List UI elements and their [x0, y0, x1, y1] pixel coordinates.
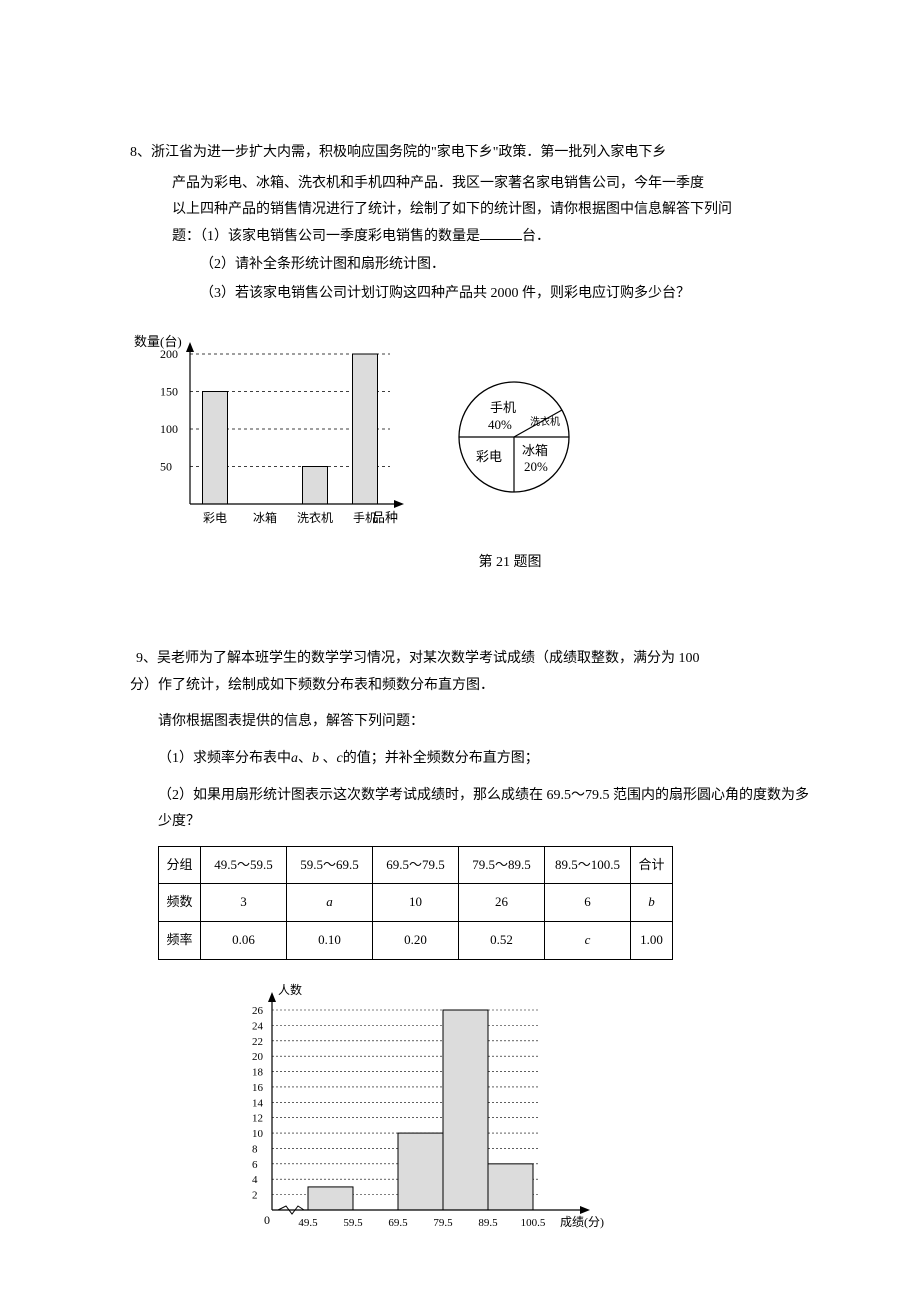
svg-text:24: 24: [252, 1020, 264, 1032]
q8-sub3: （3）若该家电销售公司计划订购这四种产品共 2000 件，则彩电应订购多少台？: [172, 281, 810, 308]
svg-text:4: 4: [252, 1174, 258, 1186]
table-row: 频数3a10266b: [159, 884, 673, 922]
svg-text:0: 0: [264, 1213, 270, 1227]
q9-sub2: （2）如果用扇形统计图表示这次数学考试成绩时，那么成绩在 69.5～79.5 范…: [158, 783, 810, 836]
q8-line3: 以上四种产品的销售情况进行了统计，绘制了如下的统计图，请你根据图中信息解答下列问: [172, 197, 810, 224]
svg-text:50: 50: [160, 459, 172, 473]
svg-text:彩电: 彩电: [203, 511, 227, 525]
q9-sub1: （1）求频率分布表中a、b 、c的值；并补全频数分布直方图；: [158, 746, 810, 773]
var-b: b: [312, 751, 319, 766]
svg-text:2: 2: [252, 1189, 258, 1201]
svg-text:100: 100: [160, 422, 178, 436]
svg-text:26: 26: [252, 1005, 264, 1017]
svg-text:150: 150: [160, 384, 178, 398]
svg-text:8: 8: [252, 1143, 258, 1155]
pie-fridge: 冰箱: [522, 443, 548, 458]
pie-washer: 洗衣机: [530, 415, 560, 428]
q8-line2: 产品为彩电、冰箱、洗衣机和手机四种产品．我区一家著名家电销售公司，今年一季度: [172, 171, 810, 198]
q9-line2: 分）作了统计，绘制成如下频数分布表和频数分布直方图．: [130, 673, 810, 700]
svg-text:18: 18: [252, 1066, 264, 1078]
pie-phone-pct: 40%: [488, 417, 512, 432]
q8-line4: 题：（1）该家电销售公司一季度彩电销售的数量是 台．: [172, 224, 810, 251]
q9-s1b: 、: [298, 751, 312, 766]
frequency-table: 分组49.5～59.559.5～69.569.5～79.579.5～89.589…: [158, 846, 673, 960]
question-8: 8、浙江省为进一步扩大内需，积极响应国务院的"家电下乡"政策．第一批列入家电下乡…: [130, 140, 810, 576]
table-row: 频率0.060.100.200.52c1.00: [159, 922, 673, 960]
pie-tv: 彩电: [476, 449, 502, 464]
q8-sub2: （2）请补全条形统计图和扇形统计图．: [172, 252, 810, 279]
svg-text:14: 14: [252, 1097, 264, 1109]
svg-text:冰箱: 冰箱: [253, 510, 277, 525]
svg-text:100.5: 100.5: [521, 1217, 546, 1229]
q9-s1c: 、: [319, 751, 337, 766]
pie-fridge-pct: 20%: [524, 459, 548, 474]
q9-line3: 请你根据图表提供的信息，解答下列问题：: [158, 709, 810, 736]
q8-line4a: 题：（1）该家电销售公司一季度彩电销售的数量是: [172, 229, 480, 244]
q9-s1a: （1）求频率分布表中: [158, 751, 291, 766]
svg-text:16: 16: [252, 1082, 264, 1094]
q8-header: 8、浙江省为进一步扩大内需，积极响应国务院的"家电下乡"政策．第一批列入家电下乡: [130, 140, 810, 167]
q9-header: 9、吴老师为了解本班学生的数学学习情况，对某次数学考试成绩（成绩取整数，满分为 …: [130, 646, 810, 673]
hist-xlabel: 成绩(分): [560, 1215, 604, 1229]
svg-text:6: 6: [252, 1159, 258, 1171]
q8-line4b: 台．: [522, 229, 550, 244]
hist-ylabel: 人数: [278, 982, 302, 997]
q8-caption: 第 21 题图: [210, 550, 810, 577]
q8-figures: 数量(台) 50100150200 彩电冰箱洗衣机手机 品种: [134, 332, 810, 542]
bar-xlabel: 品种: [372, 510, 398, 525]
svg-text:洗衣机: 洗衣机: [297, 510, 333, 525]
svg-text:79.5: 79.5: [433, 1217, 453, 1229]
pie-phone: 手机: [490, 400, 516, 415]
bar-chart: 数量(台) 50100150200 彩电冰箱洗衣机手机 品种: [134, 332, 414, 542]
blank-field: [480, 226, 522, 240]
svg-text:12: 12: [252, 1112, 263, 1124]
svg-text:49.5: 49.5: [298, 1217, 318, 1229]
table-header-row: 分组49.5～59.559.5～69.569.5～79.579.5～89.589…: [159, 846, 673, 884]
histogram: 人数 2468101214161820222426 49.559.569.579…: [230, 980, 650, 1240]
svg-text:22: 22: [252, 1036, 263, 1048]
q9-s1d: 的值；并补全频数分布直方图；: [343, 751, 539, 766]
svg-text:10: 10: [252, 1128, 264, 1140]
svg-text:200: 200: [160, 347, 178, 361]
svg-text:20: 20: [252, 1051, 264, 1063]
svg-text:59.5: 59.5: [343, 1217, 363, 1229]
var-a: a: [291, 751, 298, 766]
svg-text:69.5: 69.5: [388, 1217, 408, 1229]
question-9: 9、吴老师为了解本班学生的数学学习情况，对某次数学考试成绩（成绩取整数，满分为 …: [130, 646, 810, 1240]
pie-chart: 手机 40% 洗衣机 彩电 冰箱 20%: [444, 367, 584, 507]
svg-text:89.5: 89.5: [478, 1217, 498, 1229]
